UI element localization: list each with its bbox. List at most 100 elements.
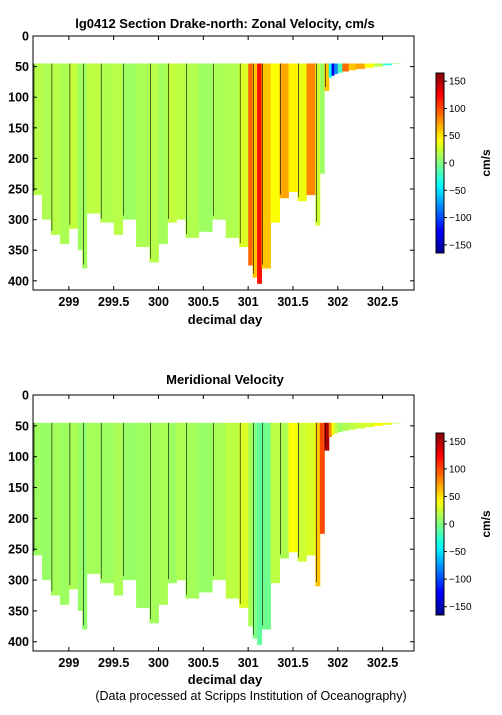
y-tick-label: 250 bbox=[8, 183, 29, 197]
velocity-profile-column bbox=[122, 422, 137, 581]
velocity-profile-column bbox=[334, 422, 339, 434]
velocity-profile-column bbox=[252, 422, 258, 639]
contour-lines bbox=[33, 422, 326, 635]
y-axis-ticks: 0 50 100 150 200 250 300 350 400 bbox=[8, 389, 414, 649]
velocity-field bbox=[33, 422, 401, 645]
velocity-profile-column bbox=[248, 63, 254, 266]
velocity-profile-column bbox=[198, 63, 213, 232]
meridional-velocity-panel: Meridional Velocity 299 299.5 300 300.5 301 3… bbox=[8, 372, 493, 687]
colorbar-tick-label: −150 bbox=[449, 602, 472, 613]
colorbar-tick-label: −150 bbox=[449, 240, 472, 251]
velocity-profile-column bbox=[324, 63, 330, 91]
colorbar-label: cm/s bbox=[479, 149, 493, 177]
velocity-profile-column bbox=[382, 422, 392, 425]
colorbar-tick-label: −100 bbox=[449, 213, 472, 224]
velocity-profile-column bbox=[391, 63, 401, 65]
velocity-profile-column bbox=[59, 63, 70, 245]
velocity-profile-column bbox=[149, 63, 159, 263]
x-tick-label: 302 bbox=[327, 656, 348, 670]
x-tick-label: 301.5 bbox=[277, 295, 308, 309]
y-tick-label: 200 bbox=[8, 152, 29, 166]
x-tick-label: 299 bbox=[58, 656, 79, 670]
data-credit: (Data processed at Scripps Institution o… bbox=[95, 689, 407, 703]
velocity-profile-column bbox=[225, 63, 240, 238]
zonal-velocity-panel: lg0412 Section Drake-north: Zonal Veloci… bbox=[8, 16, 493, 327]
velocity-profile-column bbox=[373, 63, 384, 67]
velocity-profile-column bbox=[373, 422, 384, 426]
velocity-profile-column bbox=[158, 63, 168, 245]
velocity-profile-column bbox=[364, 422, 375, 428]
colorbar-ticks: 150 100 50 0 −50 −100 −150 bbox=[444, 77, 472, 251]
velocity-profile-column bbox=[82, 422, 88, 630]
velocity-profile-column bbox=[68, 63, 79, 229]
chart-title: Meridional Velocity bbox=[166, 372, 285, 387]
colorbar-tick-label: 50 bbox=[449, 131, 461, 142]
x-tick-label: 301 bbox=[238, 656, 259, 670]
y-tick-label: 100 bbox=[8, 450, 29, 464]
colorbar-tick-label: −50 bbox=[449, 186, 466, 197]
velocity-profile-column bbox=[239, 422, 249, 608]
velocity-profile-column bbox=[279, 63, 289, 199]
colorbar-ticks: 150 100 50 0 −50 −100 −150 bbox=[444, 437, 472, 613]
velocity-profile-column bbox=[270, 422, 280, 584]
y-axis-ticks: 0 50 100 150 200 250 300 350 400 bbox=[8, 30, 414, 288]
velocity-profile-column bbox=[342, 422, 349, 431]
velocity-profile-column bbox=[252, 63, 258, 278]
velocity-profile-column bbox=[136, 422, 150, 608]
colorbar-tick-label: 100 bbox=[449, 464, 466, 475]
velocity-profile-column bbox=[261, 63, 271, 269]
velocity-profile-column bbox=[122, 63, 137, 220]
velocity-profile-column bbox=[315, 422, 321, 587]
x-axis-ticks: 299 299.5 300 300.5 301 301.5 302 302.5 bbox=[58, 36, 398, 309]
velocity-profile-column bbox=[149, 422, 159, 624]
velocity-profile-column bbox=[42, 63, 52, 220]
colorbar-gradient bbox=[435, 432, 445, 616]
colorbar-tick-label: 150 bbox=[449, 77, 466, 88]
velocity-profile-column bbox=[136, 63, 150, 248]
x-tick-label: 302.5 bbox=[367, 295, 398, 309]
velocity-profile-column bbox=[50, 63, 61, 235]
velocity-profile-column bbox=[279, 422, 289, 559]
x-tick-label: 302 bbox=[327, 295, 348, 309]
velocity-profile-column bbox=[257, 63, 262, 284]
velocity-profile-column bbox=[315, 63, 321, 226]
velocity-profile-column bbox=[348, 422, 357, 430]
velocity-profile-column bbox=[113, 422, 124, 596]
y-tick-label: 300 bbox=[8, 213, 29, 227]
y-tick-label: 400 bbox=[8, 274, 29, 288]
x-axis-ticks: 299 299.5 300 300.5 301 301.5 302 302.5 bbox=[58, 395, 398, 670]
velocity-profile-column bbox=[306, 63, 316, 196]
velocity-profile-column bbox=[33, 63, 43, 196]
x-tick-label: 299 bbox=[58, 295, 79, 309]
x-axis-label: decimal day bbox=[188, 672, 263, 687]
velocity-profile-column bbox=[337, 63, 343, 73]
velocity-profile-column bbox=[86, 422, 101, 574]
velocity-profile-column bbox=[319, 422, 325, 534]
velocity-profile-column bbox=[334, 63, 339, 74]
x-tick-label: 300.5 bbox=[188, 656, 219, 670]
velocity-profile-column bbox=[355, 63, 366, 69]
colorbar-gradient bbox=[435, 72, 445, 254]
colorbar-tick-label: 50 bbox=[449, 492, 461, 503]
velocity-profile-column bbox=[100, 422, 114, 584]
velocity-profile-column bbox=[68, 422, 79, 590]
velocity-profile-column bbox=[167, 63, 177, 223]
plot-frame bbox=[32, 35, 415, 291]
velocity-profile-column bbox=[331, 63, 335, 76]
y-tick-label: 400 bbox=[8, 635, 29, 649]
colorbar: 150 100 50 0 −50 −100 −150 cm/s bbox=[435, 432, 493, 616]
velocity-profile-column bbox=[297, 422, 307, 562]
plot-frame bbox=[32, 394, 415, 652]
velocity-profile-column bbox=[86, 63, 101, 214]
velocity-profile-column bbox=[113, 63, 124, 235]
velocity-profile-column bbox=[225, 422, 240, 599]
y-tick-label: 50 bbox=[15, 60, 29, 74]
velocity-profile-column bbox=[342, 63, 349, 72]
velocity-profile-column bbox=[288, 422, 298, 553]
velocity-profile-column bbox=[261, 422, 271, 630]
velocity-profile-column bbox=[77, 422, 83, 611]
y-tick-label: 0 bbox=[22, 389, 29, 403]
velocity-profile-column bbox=[331, 422, 335, 436]
x-tick-label: 301.5 bbox=[277, 656, 308, 670]
